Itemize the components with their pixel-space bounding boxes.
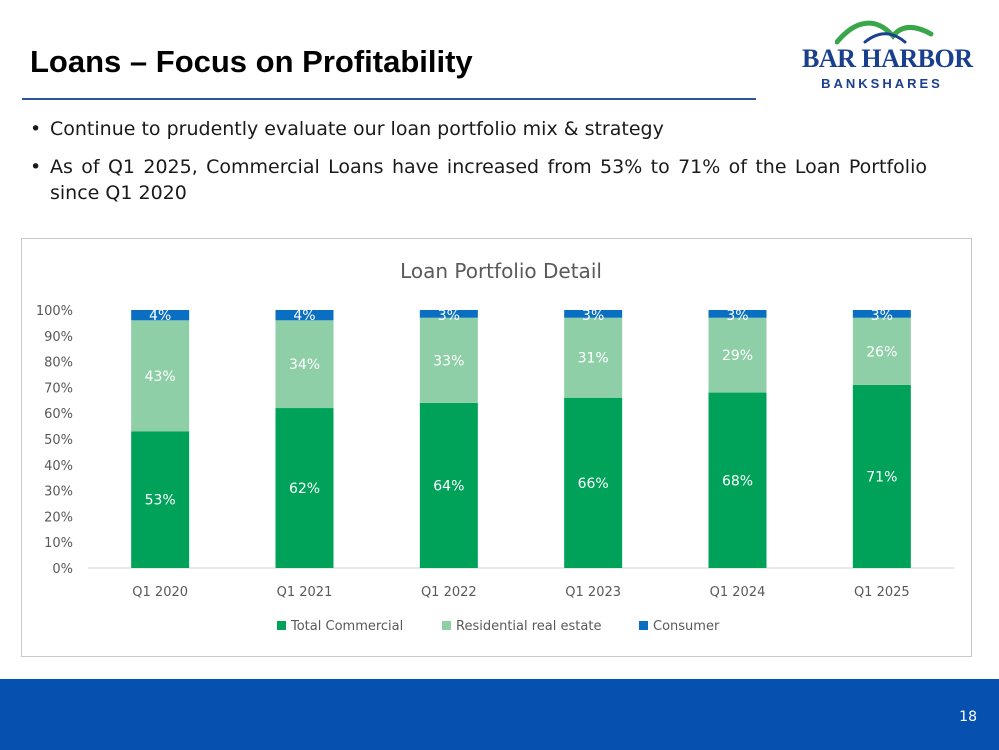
bullet-item: As of Q1 2025, Commercial Loans have inc… — [30, 154, 927, 206]
data-label: 62% — [289, 481, 320, 497]
bar-total-commercial — [708, 392, 767, 568]
data-label: 3% — [582, 308, 604, 324]
data-label: 4% — [149, 308, 171, 324]
data-label: 3% — [726, 308, 748, 324]
logo-line-1: BAR HARBOR — [802, 44, 973, 73]
page-title: Loans – Focus on Profitability — [30, 44, 473, 79]
y-tick-label: 100% — [36, 304, 73, 319]
footer-bar — [0, 679, 999, 750]
legend-label: Residential real estate — [456, 619, 601, 634]
y-tick-label: 50% — [44, 433, 73, 448]
bar-consumer — [275, 310, 334, 321]
data-label: 53% — [145, 493, 176, 509]
legend-label: Consumer — [653, 619, 720, 634]
legend-swatch — [442, 621, 451, 630]
y-tick-label: 90% — [44, 330, 73, 345]
data-label: 66% — [578, 476, 609, 492]
bar-consumer — [564, 310, 623, 318]
x-tick-label: Q1 2020 — [132, 585, 188, 600]
y-tick-label: 20% — [44, 510, 73, 525]
chart-svg: Loan Portfolio Detail 0% 10% 20% 30% 40% 50% 60… — [36, 259, 954, 634]
data-label: 43% — [145, 369, 176, 385]
bar-total-commercial — [419, 402, 478, 568]
data-label: 68% — [722, 473, 753, 489]
y-tick-label: 70% — [44, 381, 73, 396]
data-label: 3% — [871, 308, 893, 324]
chart-title: Loan Portfolio Detail — [400, 259, 602, 283]
loan-portfolio-chart: Loan Portfolio Detail 0% 10% 20% 30% 40% 50% 60… — [21, 238, 972, 657]
legend-swatch — [277, 621, 286, 630]
y-tick-label: 40% — [44, 459, 73, 474]
bar-consumer — [708, 310, 767, 318]
y-tick-label: 60% — [44, 407, 73, 422]
y-tick-label: 0% — [52, 562, 73, 577]
page-number: 18 — [959, 709, 977, 725]
bar-residential-real-estate — [419, 317, 478, 403]
bar-residential-real-estate — [708, 317, 767, 393]
data-label: 71% — [866, 469, 897, 485]
bar-consumer — [419, 310, 478, 318]
legend-label: Total Commercial — [290, 619, 403, 634]
title-divider — [22, 98, 756, 100]
y-tick-label: 30% — [44, 485, 73, 500]
bar-residential-real-estate — [131, 320, 190, 432]
data-label: 64% — [433, 478, 464, 494]
logo-line-2: BANKSHARES — [821, 76, 943, 91]
bar-consumer — [852, 310, 911, 318]
data-label: 4% — [293, 308, 315, 324]
bar-residential-real-estate — [564, 317, 623, 398]
bar-total-commercial — [564, 397, 623, 568]
x-tick-label: Q1 2023 — [565, 585, 621, 600]
x-tick-label: Q1 2022 — [421, 585, 477, 600]
y-tick-label: 80% — [44, 356, 73, 371]
bar-total-commercial — [852, 384, 911, 568]
bar-residential-real-estate — [852, 317, 911, 385]
bar-total-commercial — [131, 431, 190, 568]
data-label: 3% — [438, 308, 460, 324]
data-label: 34% — [289, 357, 320, 373]
x-tick-label: Q1 2021 — [277, 585, 333, 600]
x-tick-label: Q1 2025 — [854, 585, 910, 600]
data-label: 33% — [433, 353, 464, 369]
y-tick-label: 10% — [44, 536, 73, 551]
bar-consumer — [131, 310, 190, 321]
data-label: 29% — [722, 348, 753, 364]
data-label: 31% — [578, 351, 609, 367]
legend-swatch — [639, 621, 648, 630]
bar-total-commercial — [275, 408, 334, 568]
bullet-item: Continue to prudently evaluate our loan … — [30, 116, 927, 142]
logo-arc-icon — [835, 20, 934, 45]
bar-harbor-logo: BAR HARBOR BANKSHARES — [800, 16, 973, 96]
x-tick-label: Q1 2024 — [710, 585, 766, 600]
bullet-list: Continue to prudently evaluate our loan … — [30, 116, 927, 218]
data-label: 26% — [866, 344, 897, 360]
bar-residential-real-estate — [275, 320, 334, 409]
